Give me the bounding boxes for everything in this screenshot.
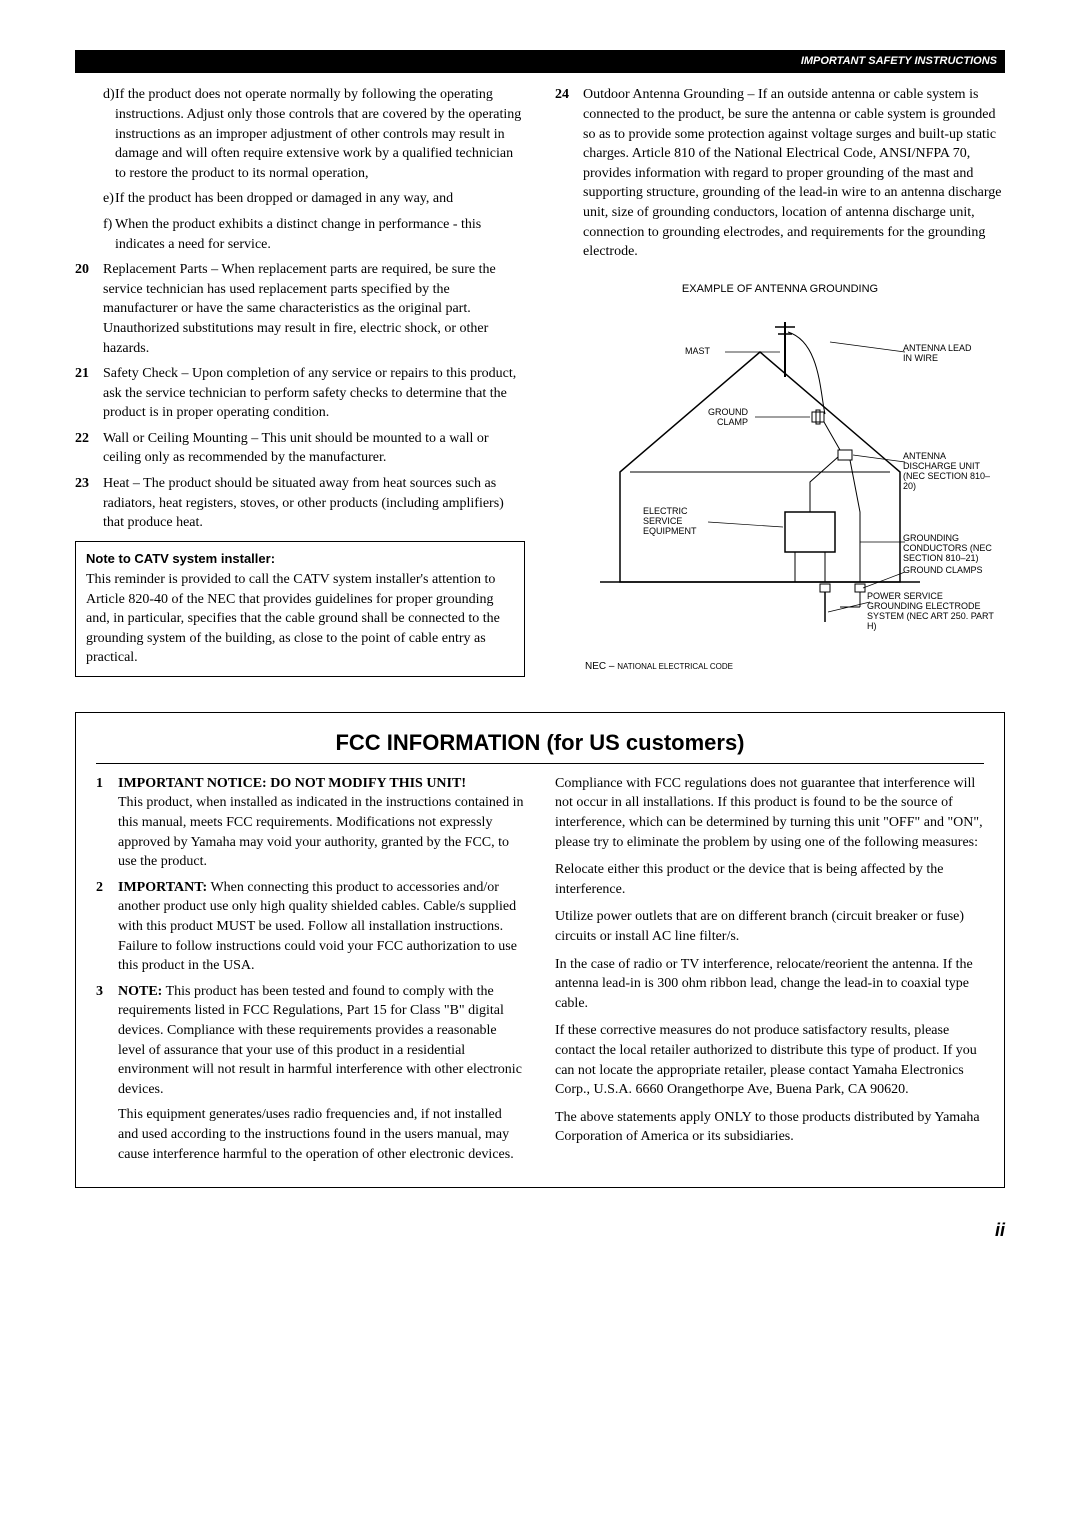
sub-item-d: d)If the product does not operate normal…: [75, 85, 525, 183]
item-number: 21: [75, 364, 103, 423]
fcc-left: 1 IMPORTANT NOTICE: DO NOT MODIFY THIS U…: [96, 774, 525, 1172]
page-number: ii: [75, 1218, 1005, 1243]
header-bar: IMPORTANT SAFETY INSTRUCTIONS: [75, 50, 1005, 73]
item-20: 20Replacement Parts – When replacement p…: [75, 260, 525, 358]
fcc-right: Compliance with FCC regulations does not…: [555, 774, 984, 1172]
fcc-para: Utilize power outlets that are on differ…: [555, 907, 984, 946]
catv-note-box: Note to CATV system installer: This remi…: [75, 541, 525, 677]
label-antenna-discharge: ANTENNA DISCHARGE UNIT (NEC SECTION 810–…: [903, 452, 998, 492]
item-text: Wall or Ceiling Mounting – This unit sho…: [103, 429, 525, 468]
sub-text: If the product does not operate normally…: [115, 85, 525, 183]
right-column: 24Outdoor Antenna Grounding – If an outs…: [555, 85, 1005, 677]
sub-letter: e): [75, 189, 115, 209]
item-22: 22Wall or Ceiling Mounting – This unit s…: [75, 429, 525, 468]
sub-text: When the product exhibits a distinct cha…: [115, 215, 525, 254]
fcc-para: Relocate either this product or the devi…: [555, 860, 984, 899]
note-title: Note to CATV system installer:: [86, 550, 514, 568]
label-power-service: POWER SERVICE GROUNDING ELECTRODE SYSTEM…: [867, 592, 997, 632]
fcc-num: 1: [96, 774, 118, 872]
fcc-item-1: 1 IMPORTANT NOTICE: DO NOT MODIFY THIS U…: [96, 774, 525, 872]
fcc-num: 2: [96, 878, 118, 976]
fcc-item-3: 3 NOTE: This product has been tested and…: [96, 982, 525, 1100]
sub-item-e: e)If the product has been dropped or dam…: [75, 189, 525, 209]
fcc-num: 3: [96, 982, 118, 1100]
diagram-title: EXAMPLE OF ANTENNA GROUNDING: [555, 282, 1005, 297]
note-text: This reminder is provided to call the CA…: [86, 570, 514, 668]
main-columns: d)If the product does not operate normal…: [75, 85, 1005, 677]
fcc-para: This equipment generates/uses radio freq…: [118, 1105, 525, 1164]
sub-letter: d): [75, 85, 115, 183]
left-column: d)If the product does not operate normal…: [75, 85, 525, 677]
fcc-body: This product has been tested and found t…: [118, 984, 522, 1097]
fcc-bold: IMPORTANT:: [118, 880, 207, 895]
fcc-para: In the case of radio or TV interference,…: [555, 955, 984, 1014]
item-text: Safety Check – Upon completion of any se…: [103, 364, 525, 423]
antenna-diagram: MAST ANTENNA LEAD IN WIRE GROUND CLAMP A…: [555, 312, 1005, 652]
item-number: 20: [75, 260, 103, 358]
fcc-para: If these corrective measures do not prod…: [555, 1021, 984, 1099]
fcc-bold: IMPORTANT NOTICE: DO NOT MODIFY THIS UNI…: [118, 776, 466, 791]
item-text: Replacement Parts – When replacement par…: [103, 260, 525, 358]
sub-text: If the product has been dropped or damag…: [115, 189, 525, 209]
label-antenna-lead: ANTENNA LEAD IN WIRE: [903, 344, 973, 364]
label-mast: MAST: [685, 347, 710, 357]
label-ground-clamp: GROUND CLAMP: [703, 408, 748, 428]
fcc-title: FCC INFORMATION (for US customers): [96, 728, 984, 759]
item-24: 24Outdoor Antenna Grounding – If an outs…: [555, 85, 1005, 261]
fcc-para: Compliance with FCC regulations does not…: [555, 774, 984, 852]
sub-letter: f): [75, 215, 115, 254]
label-grounding-conductors: GROUNDING CONDUCTORS (NEC SECTION 810–21…: [903, 534, 1013, 564]
fcc-text: NOTE: This product has been tested and f…: [118, 982, 525, 1100]
item-number: 23: [75, 474, 103, 533]
fcc-text: IMPORTANT NOTICE: DO NOT MODIFY THIS UNI…: [118, 774, 525, 872]
item-21: 21Safety Check – Upon completion of any …: [75, 364, 525, 423]
nec-main: NEC –: [585, 661, 617, 672]
fcc-text: IMPORTANT: When connecting this product …: [118, 878, 525, 976]
fcc-columns: 1 IMPORTANT NOTICE: DO NOT MODIFY THIS U…: [96, 774, 984, 1172]
label-electric-service: ELECTRIC SERVICE EQUIPMENT: [643, 507, 703, 537]
fcc-box: FCC INFORMATION (for US customers) 1 IMP…: [75, 712, 1005, 1188]
fcc-body: This product, when installed as indicate…: [118, 795, 524, 869]
nec-note: NEC – NATIONAL ELECTRICAL CODE: [555, 660, 1005, 674]
nec-sub: NATIONAL ELECTRICAL CODE: [617, 662, 733, 671]
fcc-divider: [96, 763, 984, 764]
item-number: 22: [75, 429, 103, 468]
item-text: Heat – The product should be situated aw…: [103, 474, 525, 533]
item-text: Outdoor Antenna Grounding – If an outsid…: [583, 85, 1005, 261]
fcc-bold: NOTE:: [118, 984, 162, 999]
fcc-item-2: 2 IMPORTANT: When connecting this produc…: [96, 878, 525, 976]
fcc-para: The above statements apply ONLY to those…: [555, 1108, 984, 1147]
label-ground-clamps: GROUND CLAMPS: [903, 566, 983, 576]
sub-item-f: f)When the product exhibits a distinct c…: [75, 215, 525, 254]
item-number: 24: [555, 85, 583, 261]
item-23: 23Heat – The product should be situated …: [75, 474, 525, 533]
